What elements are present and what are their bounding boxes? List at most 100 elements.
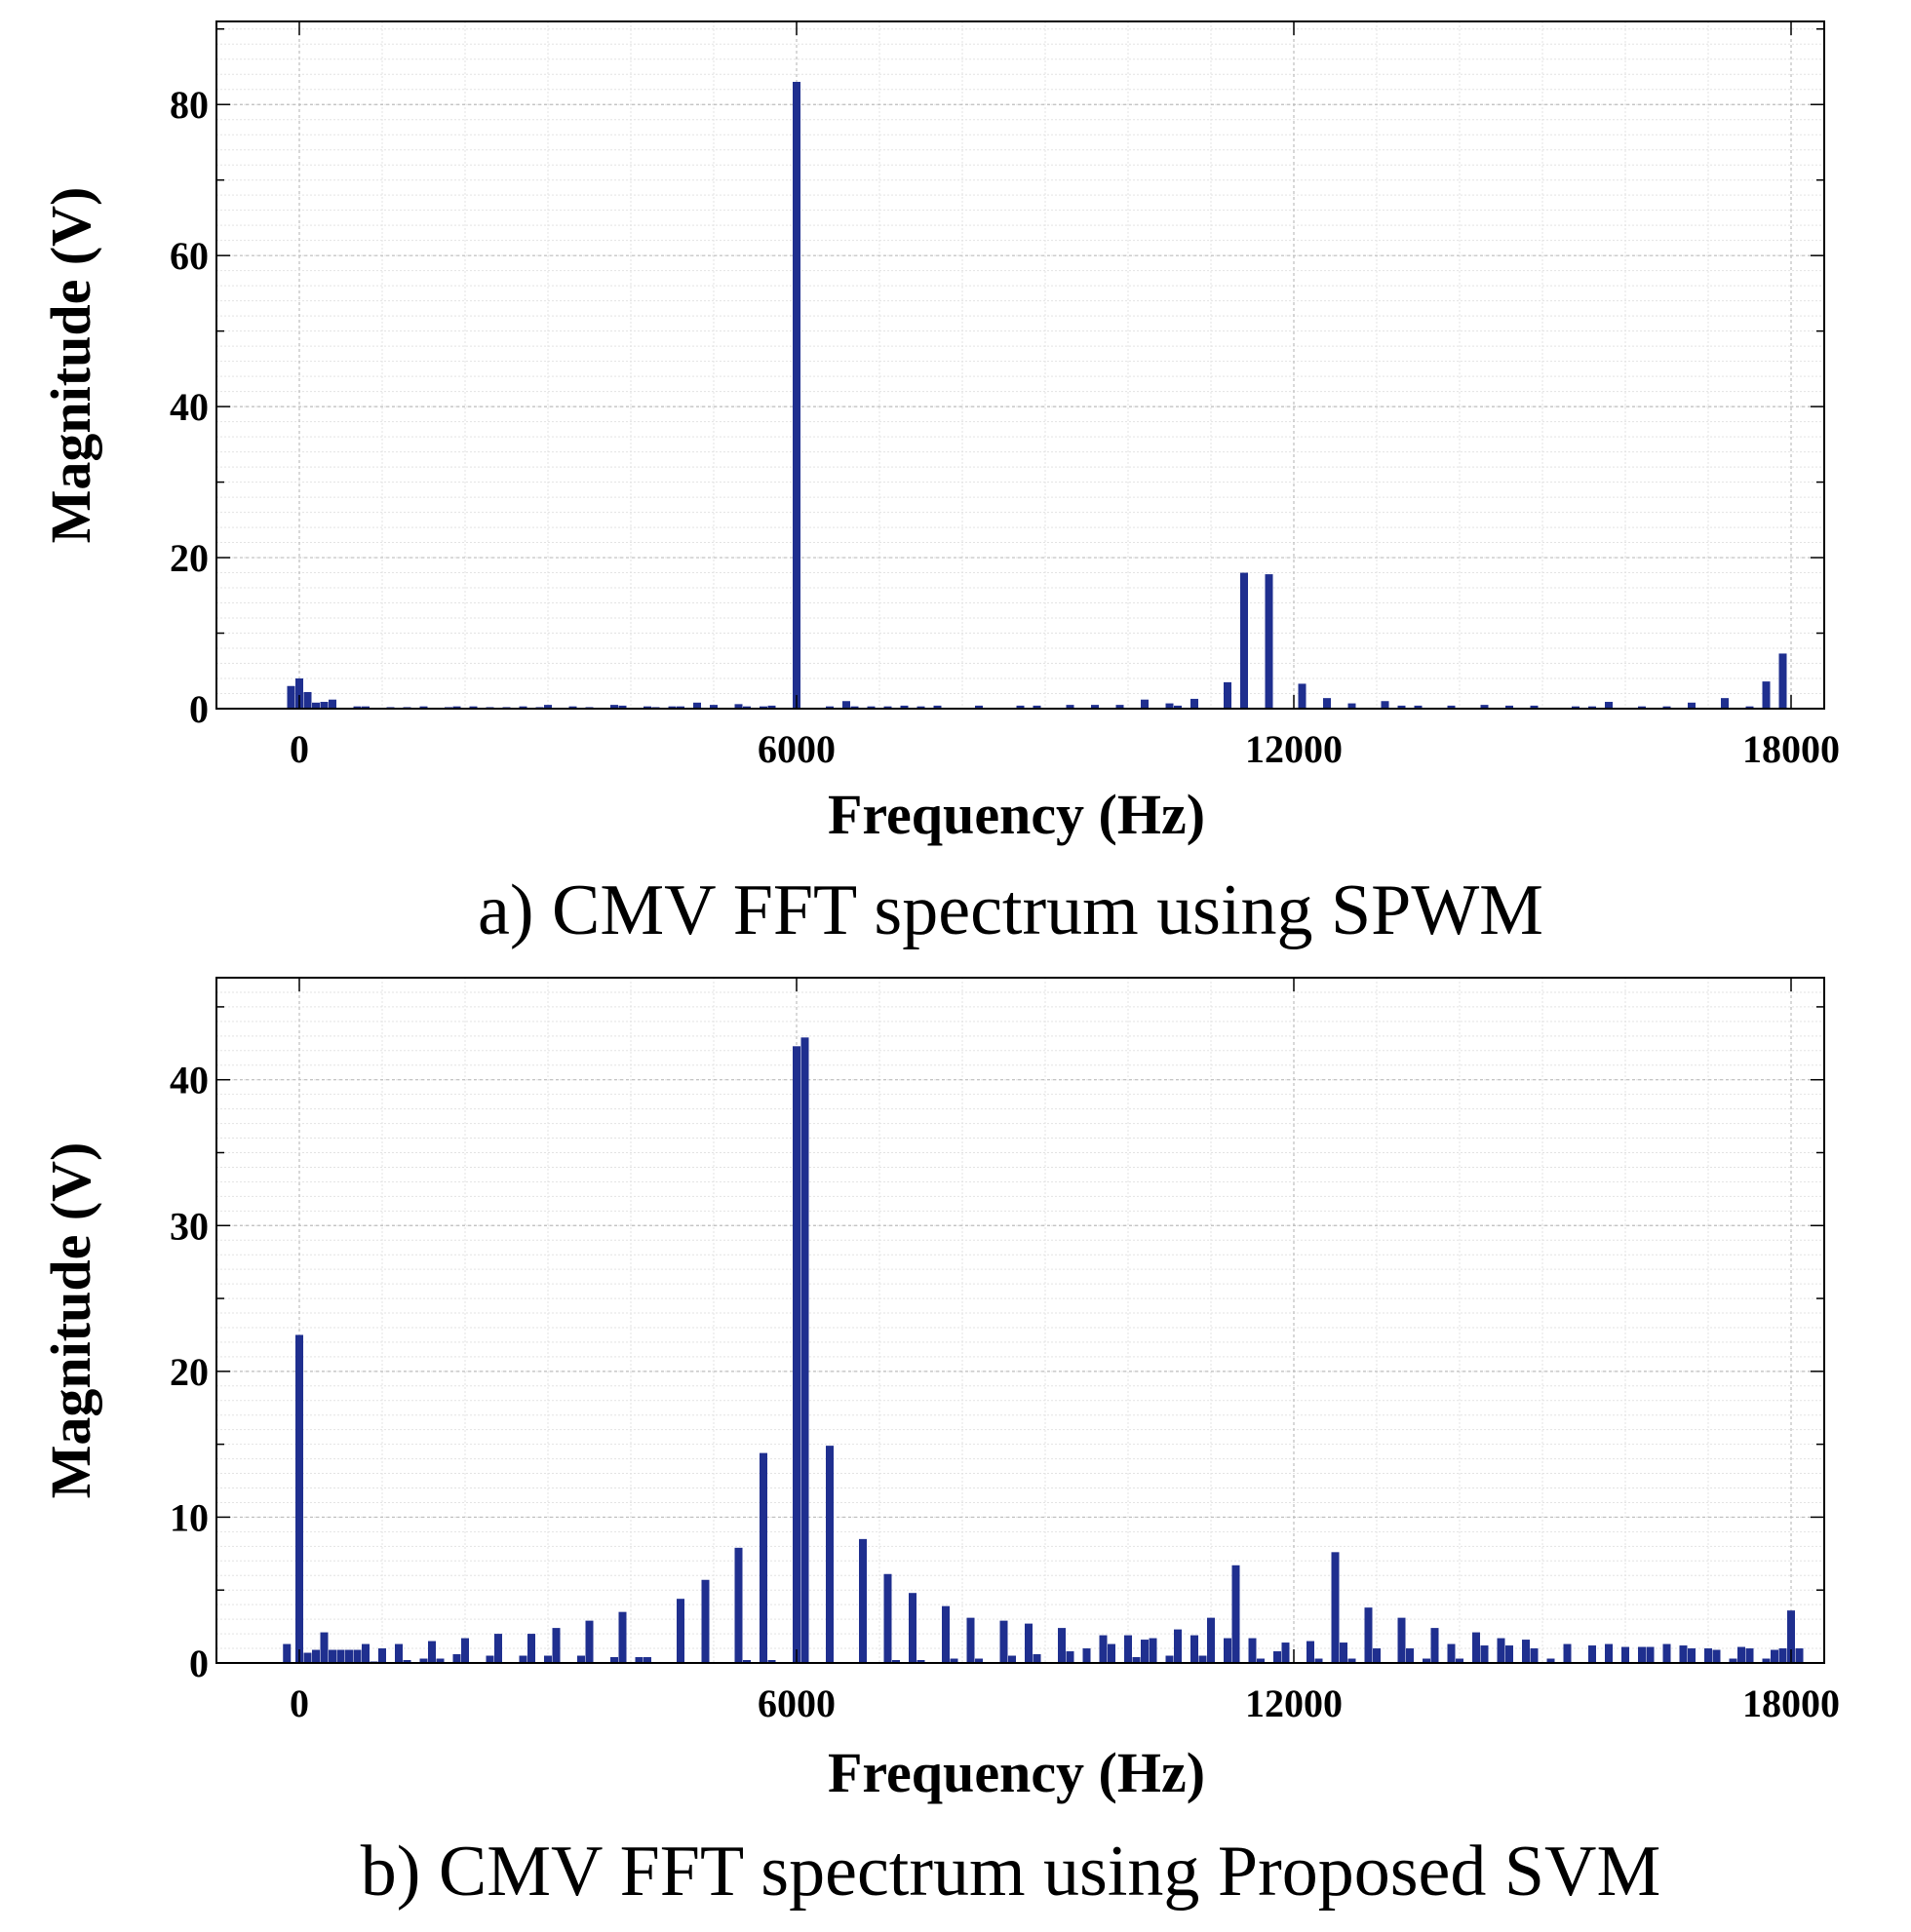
bar xyxy=(1480,705,1489,709)
chart-a-caption: a) CMV FFT spectrum using SPWM xyxy=(478,870,1543,950)
chart-b-ticks xyxy=(216,978,1824,1664)
bar xyxy=(1688,702,1696,709)
chart-a: 0 6000 12000 18000 0 20 40 60 80 Frequency (Hz)… xyxy=(39,20,1840,950)
bar xyxy=(1787,1610,1795,1663)
bar xyxy=(800,1037,809,1663)
bar xyxy=(1762,1658,1771,1663)
bar xyxy=(693,702,701,709)
bar xyxy=(1662,1643,1671,1663)
bar xyxy=(1025,1623,1033,1663)
bar xyxy=(320,1632,329,1663)
bar xyxy=(1423,1658,1430,1663)
bar xyxy=(1472,1632,1480,1663)
chart-a-x-tick-labels: 0 6000 12000 18000 xyxy=(290,727,1840,771)
bar xyxy=(436,1658,445,1663)
bar xyxy=(329,699,336,709)
x-tick-label: 12000 xyxy=(1245,727,1343,771)
bar xyxy=(312,1649,320,1663)
bar xyxy=(1347,1658,1356,1663)
bar xyxy=(668,706,677,709)
bar xyxy=(428,1641,436,1663)
y-tick-label: 30 xyxy=(170,1204,209,1248)
bar xyxy=(1530,1648,1539,1663)
bar xyxy=(486,1655,494,1663)
bar xyxy=(452,706,461,709)
bar xyxy=(552,1628,561,1663)
bar xyxy=(1240,572,1248,709)
bar xyxy=(734,704,743,709)
y-tick-label: 40 xyxy=(170,1059,209,1102)
bar xyxy=(1795,1648,1804,1663)
chart-b-grid xyxy=(215,978,1824,1664)
bar xyxy=(743,1660,751,1663)
bar xyxy=(793,1046,800,1663)
bar xyxy=(1190,1635,1198,1663)
chart-a-grid xyxy=(215,21,1824,710)
bar xyxy=(329,1649,336,1663)
bar xyxy=(1115,705,1124,709)
bar xyxy=(1456,1658,1463,1663)
bar xyxy=(867,706,876,709)
bar xyxy=(403,1660,411,1663)
bar xyxy=(1688,1648,1696,1663)
bar xyxy=(419,1658,428,1663)
bar xyxy=(585,1620,594,1663)
bar xyxy=(1058,1628,1066,1663)
bar xyxy=(1712,1649,1721,1663)
bar xyxy=(1190,698,1198,709)
bar xyxy=(1646,1646,1655,1663)
bar xyxy=(1778,1648,1787,1663)
bar xyxy=(1721,698,1729,709)
x-tick-label: 0 xyxy=(290,1681,309,1725)
bar xyxy=(850,706,859,709)
bar xyxy=(1447,1643,1456,1663)
chart-b-y-tick-labels: 0 10 20 30 40 xyxy=(170,1059,209,1685)
bar xyxy=(916,706,925,709)
bar xyxy=(1638,1646,1646,1663)
bar xyxy=(1066,705,1074,709)
bar xyxy=(1331,1552,1340,1663)
bar xyxy=(767,1660,776,1663)
bar xyxy=(1248,1638,1257,1663)
bar xyxy=(1638,706,1646,709)
bar xyxy=(295,1334,303,1663)
bar xyxy=(1306,1641,1314,1663)
bar xyxy=(353,706,362,709)
bar xyxy=(1207,1617,1215,1663)
x-tick-label: 6000 xyxy=(758,1681,836,1725)
bar xyxy=(1588,706,1596,709)
y-tick-label: 80 xyxy=(170,83,209,127)
bar xyxy=(1347,703,1356,709)
chart-a-y-tick-labels: 0 20 40 60 80 xyxy=(170,83,209,731)
bar xyxy=(1373,1648,1381,1663)
y-tick-label: 40 xyxy=(170,385,209,429)
bar xyxy=(1066,1651,1074,1663)
bar xyxy=(900,705,909,709)
bar xyxy=(1273,1651,1281,1663)
bar xyxy=(1165,1655,1174,1663)
y-tick-label: 0 xyxy=(189,1642,209,1685)
bar xyxy=(1198,1655,1207,1663)
bar xyxy=(760,706,767,709)
bar xyxy=(1605,1643,1613,1663)
bar xyxy=(842,701,850,709)
bar xyxy=(1174,705,1182,709)
bar xyxy=(1505,705,1513,709)
bar xyxy=(1033,705,1041,709)
bar xyxy=(1165,703,1174,709)
bar xyxy=(1522,1640,1530,1663)
bar xyxy=(975,705,983,709)
bar xyxy=(1771,1649,1778,1663)
bar xyxy=(909,1593,916,1663)
bar xyxy=(1141,1640,1149,1663)
bar xyxy=(452,1654,461,1663)
bar xyxy=(312,702,320,709)
bar xyxy=(610,705,618,709)
chart-b-x-axis-title: Frequency (Hz) xyxy=(828,1741,1205,1804)
bar xyxy=(544,705,552,709)
bar xyxy=(1737,1646,1745,1663)
bar xyxy=(701,1579,710,1663)
bar xyxy=(1281,1642,1290,1663)
bar xyxy=(710,705,718,709)
bar xyxy=(353,1649,362,1663)
